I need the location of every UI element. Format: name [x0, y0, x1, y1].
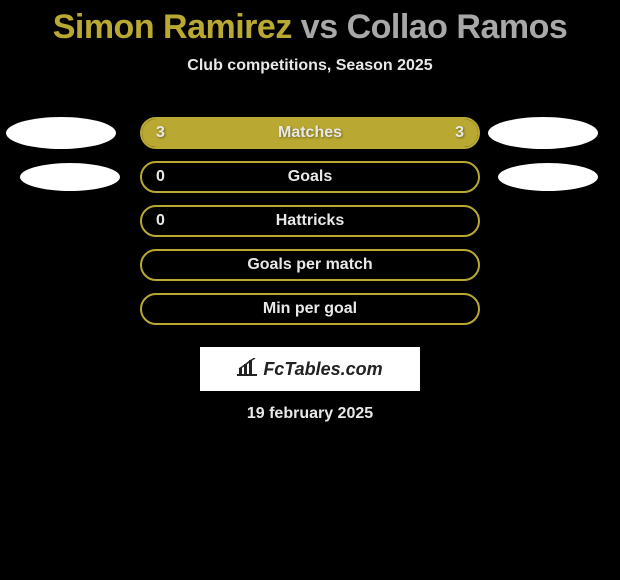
subtitle: Club competitions, Season 2025 [0, 57, 620, 75]
stat-bar: 0 Goals [140, 161, 480, 193]
stat-row: 3 Matches 3 [0, 115, 620, 151]
player1-name: Simon Ramirez [53, 8, 292, 46]
comparison-container: Simon Ramirez vs Collao Ramos Club compe… [0, 0, 620, 423]
date-text: 19 february 2025 [0, 405, 620, 423]
logo-label: FcTables.com [263, 359, 382, 380]
stat-label: Hattricks [276, 212, 344, 230]
player1-avatar [20, 163, 120, 191]
player1-avatar [6, 117, 116, 149]
stat-value-left: 0 [156, 212, 165, 230]
stat-label: Matches [278, 124, 342, 142]
player2-avatar [488, 117, 598, 149]
stats-area: 3 Matches 3 0 Goals 0 Hattricks Goals per match… [0, 115, 620, 327]
stat-bar: Goals per match [140, 249, 480, 281]
stat-label: Goals per match [247, 256, 372, 274]
stat-row: Goals per match [0, 247, 620, 283]
stat-row: 0 Hattricks [0, 203, 620, 239]
stat-value-left: 0 [156, 168, 165, 186]
chart-icon [237, 358, 257, 381]
stat-label: Goals [288, 168, 332, 186]
stat-row: 0 Goals [0, 159, 620, 195]
logo-text: FcTables.com [237, 358, 382, 381]
stat-value-left: 3 [156, 124, 165, 142]
logo-box: FcTables.com [200, 347, 420, 391]
vs-text: vs [301, 8, 338, 46]
stat-label: Min per goal [263, 300, 357, 318]
page-title: Simon Ramirez vs Collao Ramos [0, 8, 620, 47]
stat-row: Min per goal [0, 291, 620, 327]
stat-bar: 3 Matches 3 [140, 117, 480, 149]
stat-value-right: 3 [455, 124, 464, 142]
stat-bar: Min per goal [140, 293, 480, 325]
stat-bar: 0 Hattricks [140, 205, 480, 237]
player2-avatar [498, 163, 598, 191]
player2-name: Collao Ramos [347, 8, 568, 46]
